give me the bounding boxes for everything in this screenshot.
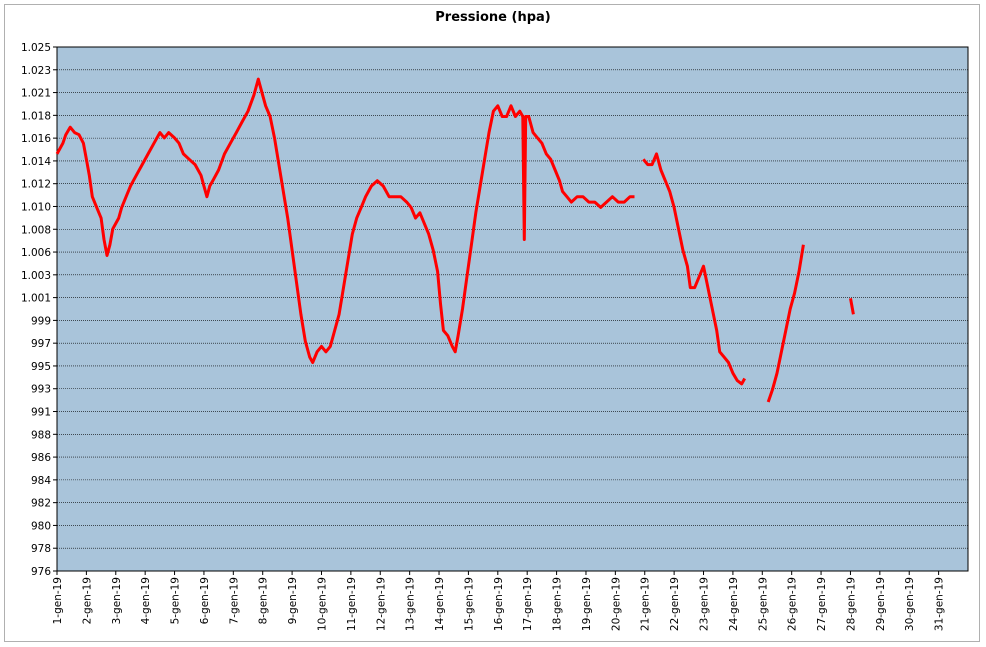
y-tick-label: 1.001	[21, 293, 51, 305]
x-tick-label: 9-gen-19	[287, 577, 299, 624]
y-axis: 976 978 980 982 984 986 988 991 993 995 997 999 1.00…	[21, 42, 57, 578]
pressure-series-line	[642, 152, 747, 386]
x-tick-label: 5-gen-19	[170, 577, 182, 624]
y-tick-label: 1.023	[21, 65, 51, 77]
x-tick-label: 3-gen-19	[111, 577, 123, 624]
y-tick-label: 1.014	[21, 156, 51, 168]
y-tick-label: 1.010	[21, 201, 51, 213]
x-tick-label: 19-gen-19	[581, 577, 593, 631]
x-tick-label: 12-gen-19	[375, 577, 387, 631]
y-tick-label: 1.003	[21, 270, 51, 282]
y-tick-label: 1.008	[21, 224, 51, 236]
x-tick-label: 15-gen-19	[463, 577, 475, 631]
x-tick-label: 4-gen-19	[140, 577, 152, 624]
y-tick-label: 978	[31, 543, 51, 555]
x-tick-label: 1-gen-19	[52, 577, 64, 624]
pressure-series-line	[55, 77, 635, 364]
y-tick-label: 1.006	[21, 247, 51, 259]
y-tick-label: 997	[31, 338, 51, 350]
pressure-series-line	[766, 244, 805, 403]
x-tick-label: 24-gen-19	[728, 577, 740, 631]
y-tick-label: 995	[31, 361, 51, 373]
y-tick-label: 993	[31, 384, 51, 396]
plot-area	[56, 46, 969, 572]
y-tick-label: 1.018	[21, 110, 51, 122]
x-axis: 1-gen-19 2-gen-19 3-gen-19 4-gen-19 5-gen-19…	[52, 571, 946, 631]
x-tick-label: 30-gen-19	[904, 577, 916, 631]
x-tick-label: 16-gen-19	[493, 577, 505, 631]
y-tick-label: 976	[31, 566, 51, 578]
x-tick-label: 26-gen-19	[787, 577, 799, 631]
chart-title: Pressione (hpa)	[435, 10, 551, 25]
y-tick-label: 1.021	[21, 88, 51, 100]
x-tick-label: 25-gen-19	[757, 577, 769, 631]
y-tick-label: 1.025	[21, 42, 51, 54]
x-tick-label: 23-gen-19	[699, 577, 711, 631]
x-tick-label: 17-gen-19	[522, 577, 534, 631]
y-tick-label: 980	[31, 520, 51, 532]
y-tick-label: 1.016	[21, 133, 51, 145]
x-tick-label: 10-gen-19	[316, 577, 328, 631]
pressure-series-line	[849, 298, 855, 315]
x-tick-label: 29-gen-19	[875, 577, 887, 631]
y-tick-label: 991	[31, 407, 51, 419]
x-tick-label: 18-gen-19	[552, 577, 564, 631]
y-tick-label: 1.012	[21, 179, 51, 191]
y-tick-label: 982	[31, 498, 51, 510]
x-tick-label: 31-gen-19	[934, 577, 946, 631]
x-tick-label: 20-gen-19	[610, 577, 622, 631]
x-tick-label: 7-gen-19	[228, 577, 240, 624]
y-tick-label: 988	[31, 429, 51, 441]
x-tick-label: 21-gen-19	[640, 577, 652, 631]
x-tick-label: 13-gen-19	[405, 577, 417, 631]
x-tick-label: 2-gen-19	[81, 577, 93, 624]
x-tick-label: 11-gen-19	[346, 577, 358, 631]
y-tick-label: 999	[31, 315, 51, 327]
y-tick-label: 984	[31, 475, 51, 487]
series-layer	[55, 77, 855, 403]
x-tick-label: 27-gen-19	[816, 577, 828, 631]
x-tick-label: 22-gen-19	[669, 577, 681, 631]
x-tick-label: 8-gen-19	[258, 577, 270, 624]
x-tick-label: 14-gen-19	[434, 577, 446, 631]
x-tick-label: 28-gen-19	[845, 577, 857, 631]
x-tick-label: 6-gen-19	[199, 577, 211, 624]
y-tick-label: 986	[31, 452, 51, 464]
